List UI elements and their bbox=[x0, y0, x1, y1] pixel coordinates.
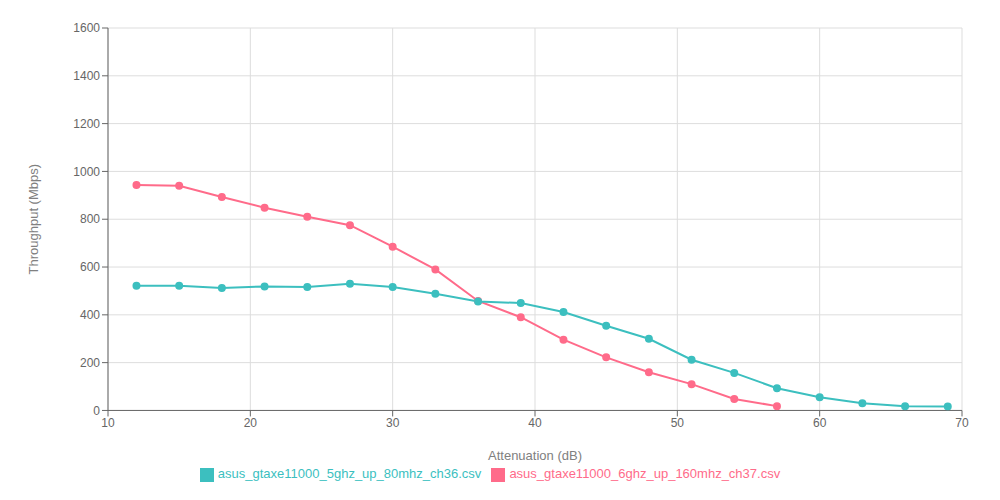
svg-text:20: 20 bbox=[244, 416, 258, 430]
svg-text:800: 800 bbox=[80, 212, 100, 226]
html-text:asus_gtaxe11000_6ghz_up_160mhz: asus_gtaxe11000_6ghz_up_160mhz_ch37.csv bbox=[509, 466, 781, 482]
svg-text:1400: 1400 bbox=[73, 69, 100, 83]
svg-text:400: 400 bbox=[80, 308, 100, 322]
svg-text:0: 0 bbox=[93, 404, 100, 418]
svg-text:200: 200 bbox=[80, 356, 100, 370]
svg-text:60: 60 bbox=[813, 416, 827, 430]
svg-text:30: 30 bbox=[386, 416, 400, 430]
svg-text:1200: 1200 bbox=[73, 117, 100, 131]
svg-text:Throughput (Mbps): Throughput (Mbps) bbox=[26, 164, 41, 275]
html-text:asus_gtaxe11000_5ghz_up_80mhz_: asus_gtaxe11000_5ghz_up_80mhz_ch36.csv bbox=[217, 466, 482, 482]
svg-text:70: 70 bbox=[955, 416, 969, 430]
svg-text:600: 600 bbox=[80, 260, 100, 274]
svg-text:1600: 1600 bbox=[73, 21, 100, 35]
svg-text:40: 40 bbox=[528, 416, 542, 430]
svg-text:10: 10 bbox=[101, 416, 115, 430]
svg-text:1000: 1000 bbox=[73, 165, 100, 179]
svg-text:50: 50 bbox=[671, 416, 685, 430]
svg-text:Attenuation (dB): Attenuation (dB) bbox=[488, 448, 582, 463]
